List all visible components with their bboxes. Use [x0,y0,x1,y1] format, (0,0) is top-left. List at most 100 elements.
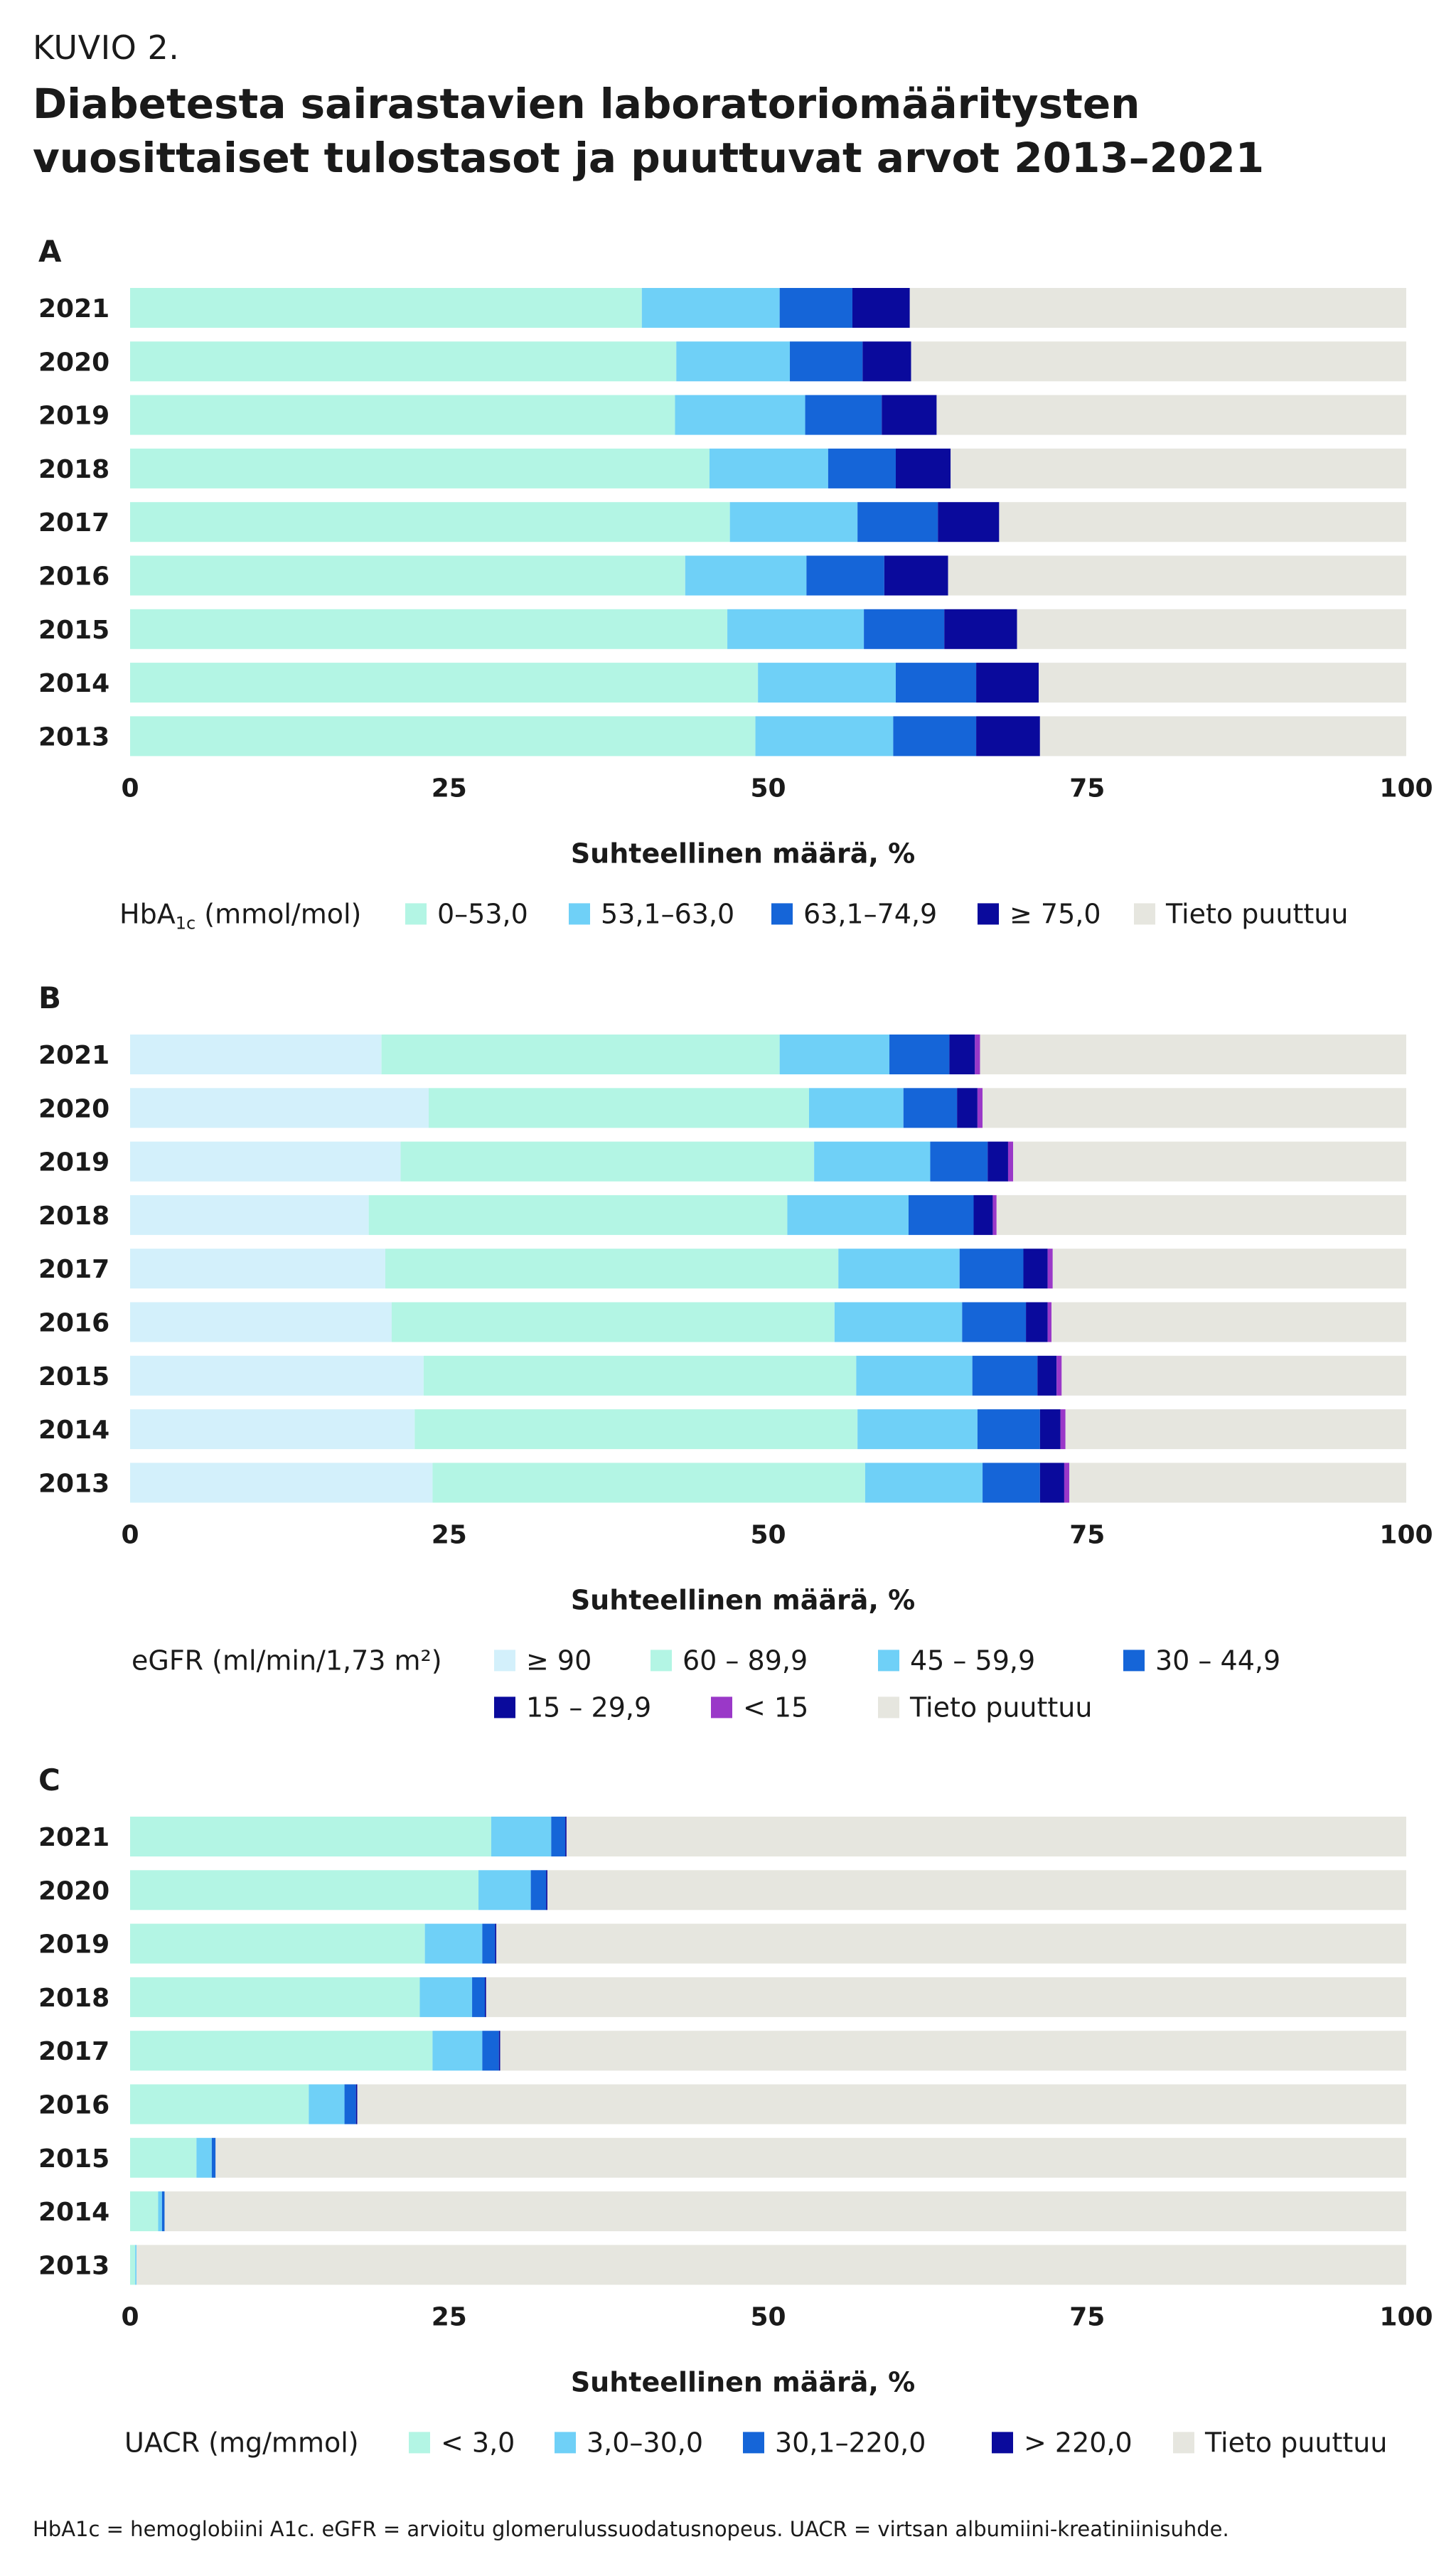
year-label: 2013 [38,722,109,752]
x-tick-label: 100 [1379,1520,1433,1549]
year-label: 2019 [38,402,109,431]
bar-segment-2018-s1 [368,1195,788,1235]
bar-segment-2013-s0 [130,1463,433,1503]
bar-segment-2016-s2 [834,1302,963,1342]
bar-segment-2013-s0 [130,2245,136,2285]
year-label: 2016 [38,1309,109,1338]
bar-segment-2021-s0 [130,1817,491,1856]
bar-segment-2018-s1 [709,448,828,488]
bar-segment-2016-s3 [962,1302,1027,1342]
bar-segment-2020-s1 [676,341,791,382]
figure-kicker: KUVIO 2. [33,28,180,67]
bar-segment-2019-s3 [882,395,937,435]
x-tick-label: 25 [432,2302,467,2331]
bar-segment-2017-s0 [130,502,730,543]
bar-segment-2020-s4 [547,1870,1406,1910]
legend-label: < 15 [743,1691,808,1723]
bar-segment-2020-s0 [130,1088,429,1128]
year-label: 2016 [38,562,109,592]
x-tick-label: 75 [1069,2302,1105,2331]
bar-segment-2019-s3 [930,1141,988,1182]
bar-segment-2013-s3 [983,1463,1040,1503]
x-tick-label: 75 [1069,1520,1105,1549]
legend-swatch [1134,903,1155,925]
legend-swatch [743,2432,764,2454]
bar-segment-2018-s5 [992,1195,997,1235]
bar-segment-2014-s2 [161,2191,165,2232]
bar-segment-2021-s6 [980,1035,1406,1074]
bar-segment-2015-s4 [1037,1355,1057,1396]
chart-panel-a: A 2021 2020 2019 2018 2017 2016 2015 2014 2013 0 25… [38,234,1433,933]
year-label: 2013 [38,2251,109,2280]
year-label: 2018 [38,1202,109,1231]
bar-segment-2013-s1 [135,2245,136,2285]
bar-segment-2017-s1 [729,502,858,543]
bar-segment-2019-s0 [130,395,675,435]
year-label: 2020 [38,1876,109,1906]
panel-label-a: A [38,234,62,269]
bar-segment-2014-s4 [164,2191,1407,2232]
bar-segment-2015-s2 [856,1355,973,1396]
legend-swatch [878,1650,899,1672]
bar-segment-2020-s2 [790,341,863,382]
panel-label-c: C [38,1763,60,1797]
bar-segment-2016-s4 [357,2084,1406,2125]
year-label: 2021 [38,1823,109,1852]
bar-segment-2016-s2 [806,555,884,596]
bar-segment-2021-s3 [565,1817,567,1856]
x-tick-label: 0 [121,1520,139,1549]
year-label: 2014 [38,2198,109,2227]
bar-segment-2014-s3 [977,1409,1040,1450]
bar-segment-2020-s0 [130,1870,479,1910]
x-tick-label: 100 [1379,774,1433,803]
x-tick-label: 100 [1379,2302,1433,2331]
x-tick-label: 50 [750,774,786,803]
year-label: 2021 [38,1041,109,1070]
bar-segment-2015-s0 [130,1355,424,1396]
bar-segment-2020-s0 [130,341,677,382]
legend-title: HbA1c (mmol/mol) [119,898,361,933]
legend-title: UACR (mg/mmol) [124,2427,359,2458]
bar-segment-2014-s0 [130,663,759,703]
bar-segment-2019-s2 [814,1141,931,1182]
bar-segment-2021-s0 [130,1035,382,1074]
bar-segment-2021-s2 [779,1035,890,1074]
year-label: 2019 [38,1148,109,1177]
legend-label: ≥ 75,0 [1010,898,1101,929]
legend-label: 0–53,0 [437,898,528,929]
bar-segment-2021-s1 [491,1817,552,1856]
year-label: 2017 [38,1255,109,1284]
bar-segment-2014-s4 [1039,663,1406,703]
legend-label: 63,1–74,9 [803,898,937,929]
bar-segment-2019-s1 [675,395,805,435]
bar-segment-2014-s5 [1060,1409,1066,1450]
bar-segment-2019-s4 [987,1141,1008,1182]
bar-segment-2018-s1 [419,1977,473,2017]
bar-segment-2019-s2 [482,1923,496,1964]
panel-label-b: B [38,980,61,1015]
bar-segment-2015-s4 [1017,609,1406,649]
bar-segment-2020-s4 [911,341,1406,382]
bar-segment-2020-s1 [429,1088,809,1128]
bar-segment-2017-s2 [857,502,938,543]
bar-segment-2014-s1 [158,2191,162,2232]
x-tick-label: 50 [750,1520,786,1549]
bar-segment-2021-s4 [909,288,1406,328]
bar-segment-2018-s2 [787,1195,909,1235]
x-axis-title: Suhteellinen määrä, % [571,2366,915,2398]
bar-segment-2016-s0 [130,555,685,596]
year-label: 2018 [38,1984,109,2013]
year-label: 2020 [38,348,109,377]
x-tick-label: 75 [1069,774,1105,803]
legend-swatch [405,903,427,925]
legend-label: 15 – 29,9 [526,1691,651,1723]
bar-segment-2018-s3 [896,448,951,488]
bar-segment-2017-s4 [500,2031,1406,2071]
bar-segment-2018-s2 [472,1977,486,2017]
legend-title: eGFR (ml/min/1,73 m²) [132,1645,442,1676]
legend-label: < 3,0 [441,2427,515,2458]
year-label: 2020 [38,1094,109,1123]
bar-segment-2018-s6 [996,1195,1406,1235]
bar-segment-2018-s4 [951,448,1406,488]
x-axis-title: Suhteellinen määrä, % [571,1584,915,1615]
